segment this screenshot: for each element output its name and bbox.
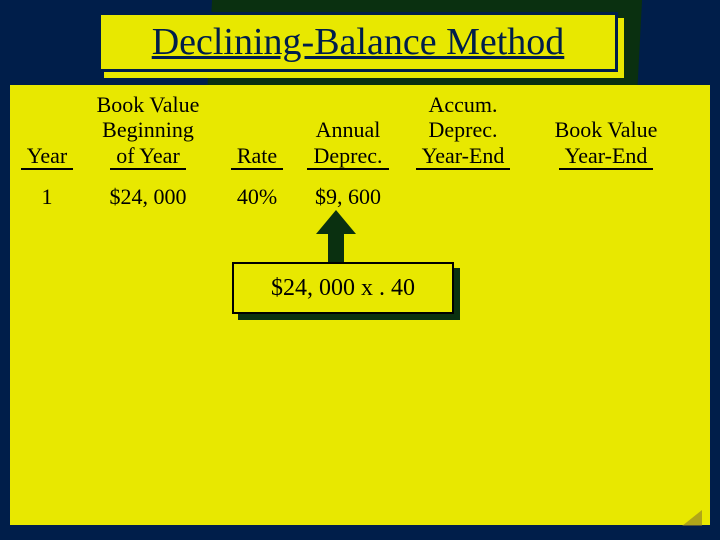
header-bvb-l2: Beginning <box>82 117 214 142</box>
header-year: Year <box>16 143 78 172</box>
header-acc-l3: Year-End <box>416 143 511 170</box>
table-header-row: Year Book Value Beginning of Year Rate A… <box>16 92 704 172</box>
header-bve-l2: Year-End <box>559 143 654 170</box>
depreciation-table: Year Book Value Beginning of Year Rate A… <box>10 86 710 210</box>
header-acc-l1: Accum. <box>404 92 522 117</box>
cell-bv-begin: $24, 000 <box>78 184 218 210</box>
cell-bv-end <box>526 184 686 210</box>
cell-accum <box>400 184 526 210</box>
page-title: Declining-Balance Method <box>152 20 565 64</box>
cell-year: 1 <box>16 184 78 210</box>
callout-text: $24, 000 x . 40 <box>232 262 454 314</box>
cell-annual: $9, 600 <box>296 184 400 210</box>
header-rate-label: Rate <box>231 143 283 170</box>
title-box: Declining-Balance Method <box>98 12 618 72</box>
header-bve-l1: Book Value <box>530 117 682 142</box>
header-rate: Rate <box>218 143 296 172</box>
header-accum: Accum. Deprec. Year-End <box>400 92 526 172</box>
title-front: Declining-Balance Method <box>98 12 618 72</box>
header-ann-l1: Annual <box>300 117 396 142</box>
cell-rate: 40% <box>218 184 296 210</box>
page-fold-icon <box>682 510 702 526</box>
header-bv-begin: Book Value Beginning of Year <box>78 92 218 172</box>
header-ann-l2: Deprec. <box>307 143 388 170</box>
header-bvb-l3: of Year <box>110 143 186 170</box>
table-row: 1 $24, 000 40% $9, 600 <box>16 184 704 210</box>
header-acc-l2: Deprec. <box>404 117 522 142</box>
header-annual: Annual Deprec. <box>296 117 400 172</box>
header-bv-end: Book Value Year-End <box>526 117 686 172</box>
header-bvb-l1: Book Value <box>82 92 214 117</box>
header-year-label: Year <box>21 143 74 170</box>
